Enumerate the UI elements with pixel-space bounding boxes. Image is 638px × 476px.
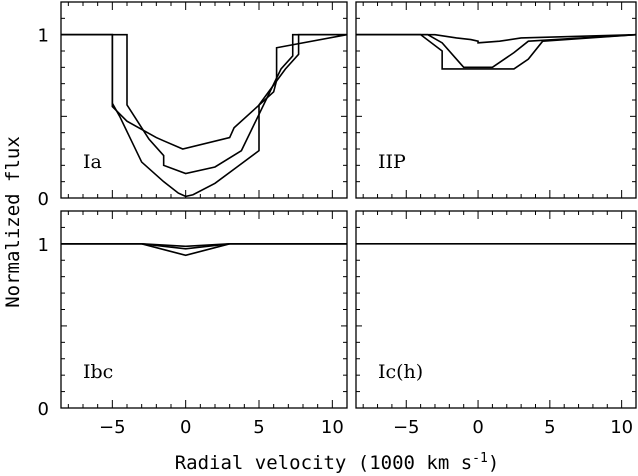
panel-2: 0 1 −5 0 5 10 Ibc <box>38 210 348 438</box>
series-line-1 <box>356 33 636 69</box>
panel-label: Ic(h) <box>378 361 423 383</box>
panel-1: IIP <box>355 1 637 199</box>
x-tick-label: 10 <box>610 417 633 438</box>
x-tick-label: −5 <box>99 417 126 438</box>
panel-0: 0 1 Ia <box>38 1 348 210</box>
x-tick-label: 0 <box>472 417 483 438</box>
x-tick-label: 5 <box>544 417 555 438</box>
y-tick-label: 0 <box>38 189 49 210</box>
x-axis-label-close: ) <box>488 452 499 474</box>
y-axis-label: Normalized flux <box>2 136 24 308</box>
x-axis-label-main: Radial velocity (1000 km s <box>175 452 472 474</box>
x-axis-label: Radial velocity (1000 km s-1) <box>175 451 500 474</box>
y-tick-label: 1 <box>38 26 49 47</box>
x-tick-label: 5 <box>253 417 264 438</box>
panel-label: Ia <box>83 151 102 173</box>
x-tick-label: 10 <box>321 417 344 438</box>
panel-label: Ibc <box>83 361 113 383</box>
panel-label: IIP <box>378 151 406 173</box>
y-tick-label: 1 <box>38 235 49 256</box>
y-tick-label: 0 <box>38 399 49 420</box>
panel-3: −5 0 5 10 Ic(h) <box>355 210 637 438</box>
series-line-2 <box>61 33 347 198</box>
series-line-1 <box>61 33 347 175</box>
x-tick-label: 0 <box>180 417 191 438</box>
series-line-2 <box>61 243 347 248</box>
series-line-0 <box>61 33 347 150</box>
series-line-0 <box>356 33 636 44</box>
x-tick-label: −5 <box>393 417 420 438</box>
x-axis-label-sup: -1 <box>472 451 488 466</box>
series-line-2 <box>356 33 636 70</box>
